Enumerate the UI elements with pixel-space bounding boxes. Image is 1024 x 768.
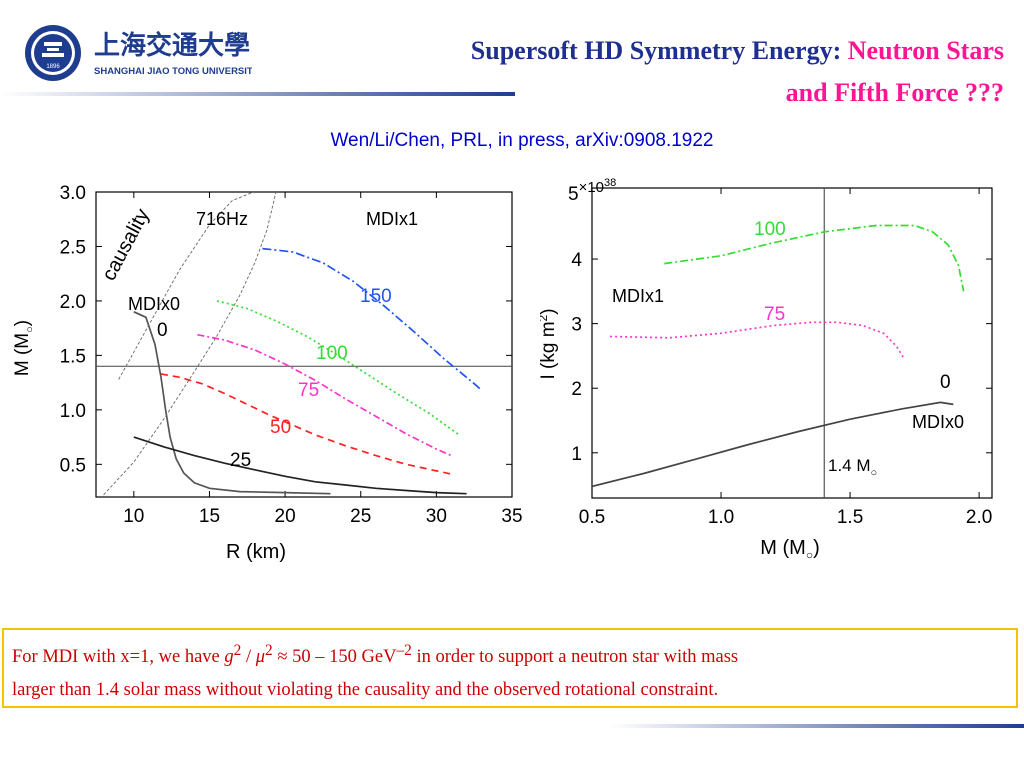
- label-mdix0: MDIx0: [912, 412, 964, 432]
- series-line-716Hz: [103, 192, 277, 496]
- series-label-0: 0: [157, 320, 168, 341]
- note-line2: larger than 1.4 solar mass without viola…: [12, 679, 719, 700]
- x-tick-label: 10: [123, 506, 144, 527]
- slide-title: Supersoft HD Symmetry Energy: Neutron St…: [284, 30, 1004, 113]
- y-axis-title: I (kg m2): [540, 308, 559, 379]
- series-line-0: [133, 311, 331, 495]
- series-label-75: 75: [298, 380, 319, 401]
- series-label-50: 50: [270, 417, 291, 438]
- math-mu-sup: 2: [265, 642, 273, 659]
- y-tick-label: 3.0: [60, 183, 86, 204]
- math-mu: μ: [255, 647, 266, 668]
- x-tick-label: 0.5: [579, 507, 605, 528]
- note-line1-prefix: For MDI with x=1, we have: [12, 647, 225, 668]
- university-logo: 1896 上海交通大學 SHANGHAI JIAO TONG UNIVERSIT…: [22, 22, 260, 84]
- x-tick-label: 1.0: [708, 507, 734, 528]
- series-line-0: [592, 401, 954, 488]
- y-tick-label: 1.5: [60, 346, 86, 367]
- series-line-causality: [118, 192, 254, 380]
- y-tick-label: 4: [571, 250, 582, 271]
- vline-label: 1.4 M○: [828, 456, 877, 479]
- series-label-100: 100: [754, 219, 786, 240]
- y-tick-label: 2.5: [60, 237, 86, 258]
- math-slash: /: [241, 647, 256, 668]
- seal-year: 1896: [46, 64, 60, 70]
- x-axis-title: R (km): [226, 541, 286, 563]
- label-mdix1: MDIx1: [612, 286, 664, 306]
- plot-area: [592, 188, 965, 498]
- y-tick-label: 1.0: [60, 401, 86, 422]
- series-label-0: 0: [940, 372, 951, 393]
- math-unit-sup: –2: [396, 642, 412, 659]
- plot-area: [96, 192, 512, 496]
- series-line-100: [664, 224, 965, 292]
- series-line-25: [133, 436, 467, 495]
- x-tick-label: 35: [501, 506, 522, 527]
- citation: Wen/Li/Chen, PRL, in press, arXiv:0908.1…: [330, 130, 714, 151]
- title-part1: Supersoft HD Symmetry Energy:: [470, 36, 848, 65]
- y-axis-title: M (M○): [12, 320, 36, 376]
- x-tick-label: 20: [275, 506, 296, 527]
- x-tick-label: 25: [350, 506, 371, 527]
- x-tick-label: 2.0: [966, 507, 992, 528]
- y-tick-label: 2: [571, 379, 582, 400]
- label-mdix0: MDIx0: [128, 294, 180, 314]
- logo-chinese-text: 上海交通大學: [94, 30, 250, 60]
- logo-english-text: SHANGHAI JIAO TONG UNIVERSITY: [94, 66, 252, 77]
- note-line1-suffix: in order to support a neutron star with …: [411, 647, 739, 668]
- bottom-rule: [610, 724, 1024, 728]
- plot-frame: [591, 187, 993, 499]
- math-g: g: [224, 647, 234, 668]
- series-line-150: [262, 247, 483, 391]
- y-tick-label: 3: [571, 315, 582, 336]
- label-mdix1: MDIx1: [366, 209, 418, 229]
- series-label-75: 75: [764, 304, 785, 325]
- series-line-75: [610, 321, 906, 360]
- x-tick-label: 1.5: [837, 507, 863, 528]
- series-label-100: 100: [316, 343, 348, 364]
- series-line-75: [197, 333, 452, 457]
- title-part2: Neutron Stars: [847, 36, 1004, 65]
- math-range: ≈ 50 – 150 GeV: [272, 647, 397, 668]
- y-tick-label: 0.5: [60, 455, 86, 476]
- x-axis-title: M (M○): [760, 537, 819, 562]
- x-tick-label: 15: [199, 506, 220, 527]
- x-tick-label: 30: [426, 506, 447, 527]
- title-line2: and Fifth Force ???: [785, 77, 1004, 107]
- series-line-50: [160, 373, 452, 475]
- plot-frame: [95, 191, 513, 498]
- y-tick-label: 2.0: [60, 292, 86, 313]
- title-rule: [0, 92, 515, 96]
- y-tick-label: 1: [571, 444, 582, 465]
- series-label-150: 150: [360, 286, 392, 307]
- label-716hz: 716Hz: [196, 209, 248, 229]
- math-g-sup: 2: [233, 642, 242, 659]
- series-label-25: 25: [230, 450, 251, 471]
- note-box: For MDI with x=1, we have g2 / μ2 ≈ 50 –…: [2, 628, 1018, 708]
- moment-of-inertia-chart: 0.5 1.0 1.5 2.0 1 2 3 4 MDIx1 MDIx0 0 75 100 1.4 M○ 5×…: [540, 177, 993, 562]
- exponent-label: 5×1038: [568, 177, 616, 205]
